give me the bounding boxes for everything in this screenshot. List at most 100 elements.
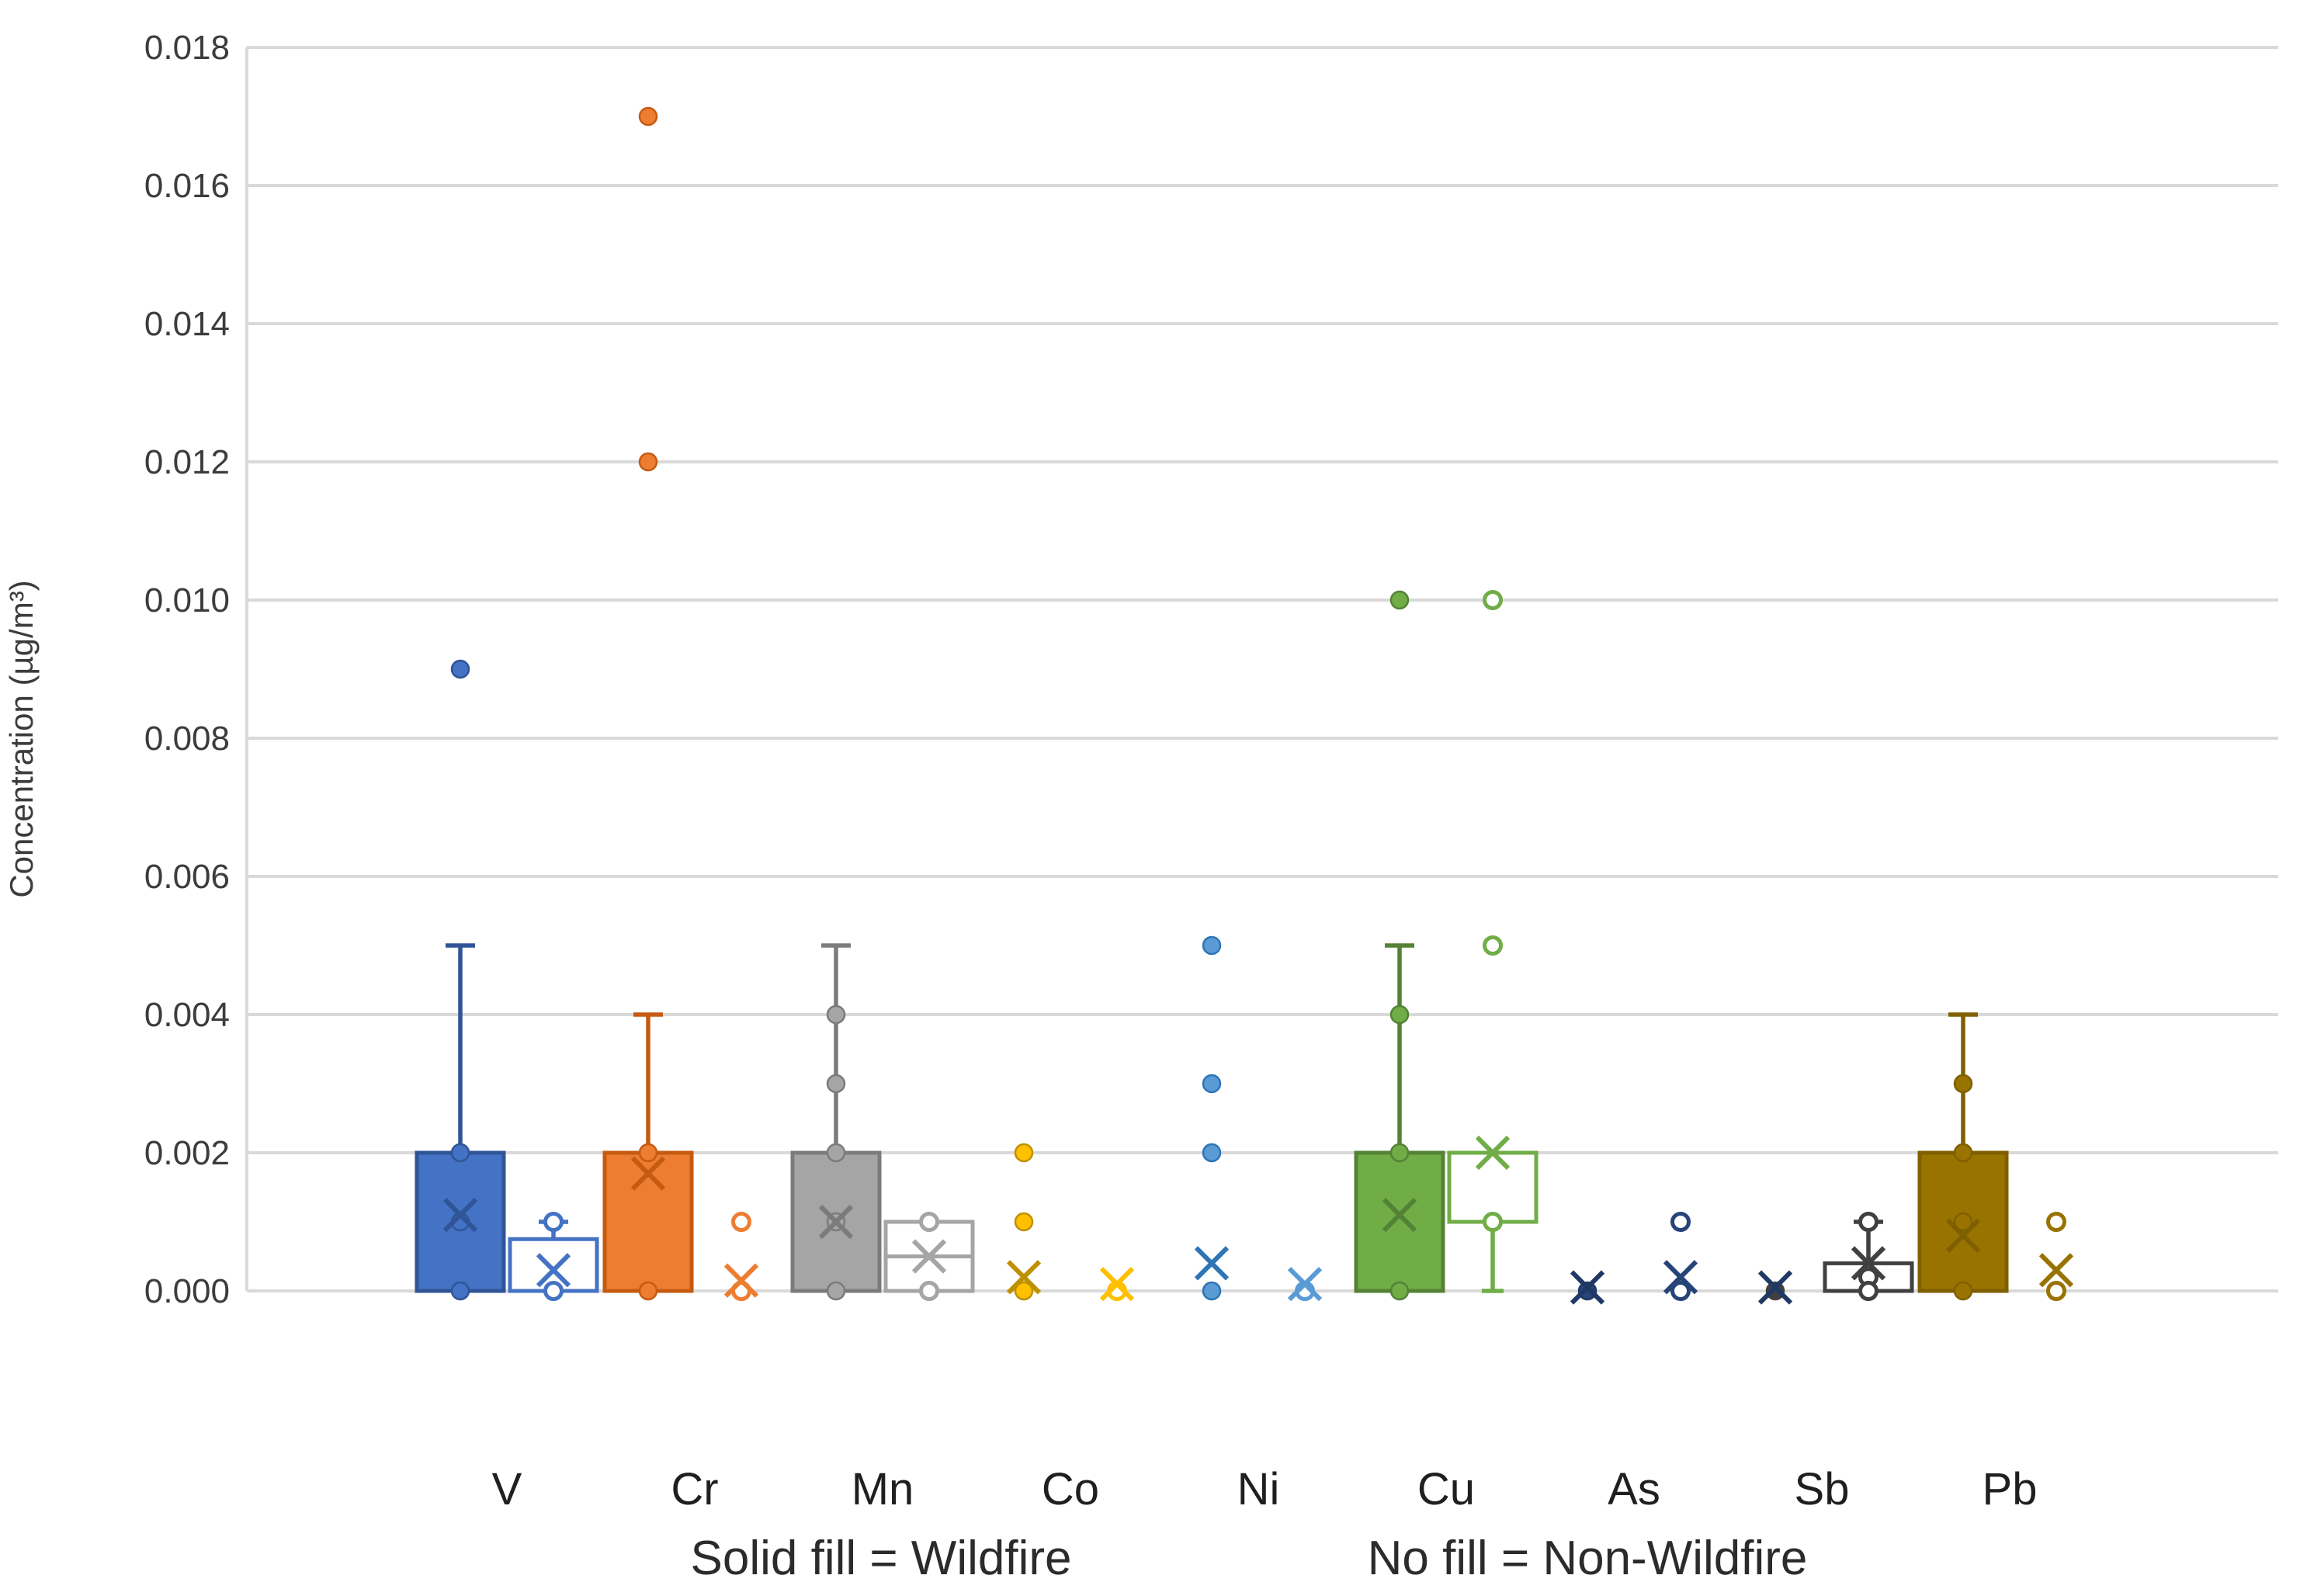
data-point-open [919, 1281, 939, 1301]
boxplot-group-Cr [602, 106, 759, 1301]
data-point-solid [1577, 1281, 1598, 1301]
data-point-solid [1202, 1074, 1222, 1094]
data-point-open [1483, 935, 1503, 956]
mean-x-marker [442, 1197, 478, 1233]
mean-x-marker [536, 1253, 571, 1288]
boxplot-group-As [1570, 1212, 1698, 1305]
non_wildfire-series-Sb [1823, 1212, 1914, 1301]
wildfire-series-Cr [602, 106, 694, 1301]
wildfire-series-Mn [790, 943, 882, 1301]
data-point-solid [638, 1143, 658, 1163]
mean-x-marker [1099, 1266, 1135, 1302]
boxplot-groups [415, 106, 2074, 1305]
data-point-solid [1014, 1281, 1034, 1301]
box-solid [790, 1150, 882, 1293]
y-tick-labels: 0.000 0.002 0.004 0.006 0.008 0.010 0.012 0.014… [144, 29, 230, 1310]
data-point-open [543, 1212, 564, 1232]
non_wildfire-series-Mn [883, 1212, 975, 1301]
data-point-solid [450, 1281, 470, 1301]
wildfire-series-Pb [1917, 1012, 2009, 1301]
wildfire-series-As [1570, 1270, 1605, 1305]
mean-x-marker [1194, 1246, 1230, 1281]
data-point-open [1483, 590, 1503, 610]
non_wildfire-series-Cu [1447, 590, 1539, 1293]
mean-x-marker [1663, 1260, 1698, 1295]
data-point-open [1858, 1281, 1879, 1301]
non_wildfire-series-Co [1099, 1266, 1135, 1302]
non_wildfire-series-As [1663, 1212, 1698, 1301]
data-point-solid [1389, 1281, 1410, 1301]
wildfire-series-V [415, 659, 506, 1301]
data-point-open [731, 1212, 751, 1232]
mean-x-marker [818, 1204, 854, 1240]
mean-x-marker [911, 1239, 947, 1274]
data-point-solid [638, 452, 658, 472]
data-point-solid [638, 106, 658, 127]
boxplot-group-Ni [1194, 935, 1323, 1302]
y-axis-title: Concentration (µg/m³) [3, 580, 40, 897]
data-point-open [1670, 1212, 1691, 1232]
x-category-label-Cu: Cu [1417, 1464, 1475, 1514]
data-point-solid [1953, 1143, 1973, 1163]
boxplot-group-Co [1006, 1143, 1135, 1302]
data-point-solid [1202, 935, 1222, 956]
mean-x-marker [1851, 1246, 1886, 1281]
x-category-label-As: As [1608, 1464, 1660, 1514]
x-category-label-Cr: Cr [671, 1464, 718, 1514]
y-tick-label: 0.000 [144, 1272, 230, 1310]
x-category-label-Ni: Ni [1237, 1464, 1280, 1514]
x-category-label-Mn: Mn [852, 1464, 914, 1514]
data-point-solid [1953, 1212, 1973, 1232]
caption-no-fill: No fill = Non-Wildfire [1368, 1532, 1808, 1585]
data-point-solid [1953, 1074, 1973, 1094]
data-point-solid [450, 1143, 470, 1163]
y-tick-label: 0.012 [144, 443, 230, 481]
mean-x-marker [1945, 1218, 1981, 1253]
y-tick-label: 0.004 [144, 996, 230, 1034]
data-point-open [2046, 1212, 2066, 1232]
non_wildfire-series-Pb [2038, 1212, 2074, 1301]
data-point-solid [1765, 1281, 1785, 1301]
mean-x-marker [2038, 1253, 2074, 1288]
data-point-solid [1389, 1143, 1410, 1163]
data-point-solid [1202, 1281, 1222, 1301]
boxplot-group-Cu [1354, 590, 1539, 1301]
boxplot-group-V [415, 659, 599, 1301]
boxplot-group-Mn [790, 943, 975, 1301]
mean-x-marker [1570, 1270, 1605, 1305]
wildfire-series-Sb [1757, 1270, 1793, 1305]
mean-x-marker [630, 1156, 666, 1191]
data-point-solid [638, 1281, 658, 1301]
y-tick-label: 0.002 [144, 1134, 230, 1172]
x-category-label-Sb: Sb [1795, 1464, 1850, 1514]
y-tick-label: 0.010 [144, 581, 230, 619]
mean-x-marker [1475, 1135, 1511, 1171]
boxplot-group-Sb [1757, 1212, 1914, 1305]
boxplot-group-Pb [1917, 1012, 2074, 1301]
wildfire-series-Cu [1354, 590, 1445, 1301]
box-solid [1354, 1150, 1445, 1293]
data-point-solid [826, 1281, 846, 1301]
y-tick-label: 0.018 [144, 29, 230, 67]
data-point-open [1670, 1281, 1691, 1301]
data-point-solid [1014, 1143, 1034, 1163]
mean-x-marker [1757, 1270, 1793, 1305]
mean-x-marker [1382, 1197, 1417, 1233]
non_wildfire-series-V [508, 1212, 599, 1301]
x-category-label-Co: Co [1042, 1464, 1099, 1514]
non_wildfire-series-Cr [723, 1212, 759, 1301]
data-point-solid [826, 1143, 846, 1163]
data-point-open [1858, 1212, 1879, 1232]
data-point-open [919, 1212, 939, 1232]
x-category-label-Pb: Pb [1983, 1464, 2038, 1514]
data-point-open [543, 1281, 564, 1301]
mean-x-marker [1287, 1266, 1323, 1302]
data-point-solid [1389, 1004, 1410, 1025]
y-tick-label: 0.014 [144, 305, 230, 343]
data-point-solid [1953, 1281, 1973, 1301]
wildfire-series-Co [1006, 1143, 1042, 1301]
y-tick-label: 0.006 [144, 858, 230, 896]
data-point-solid [1202, 1143, 1222, 1163]
